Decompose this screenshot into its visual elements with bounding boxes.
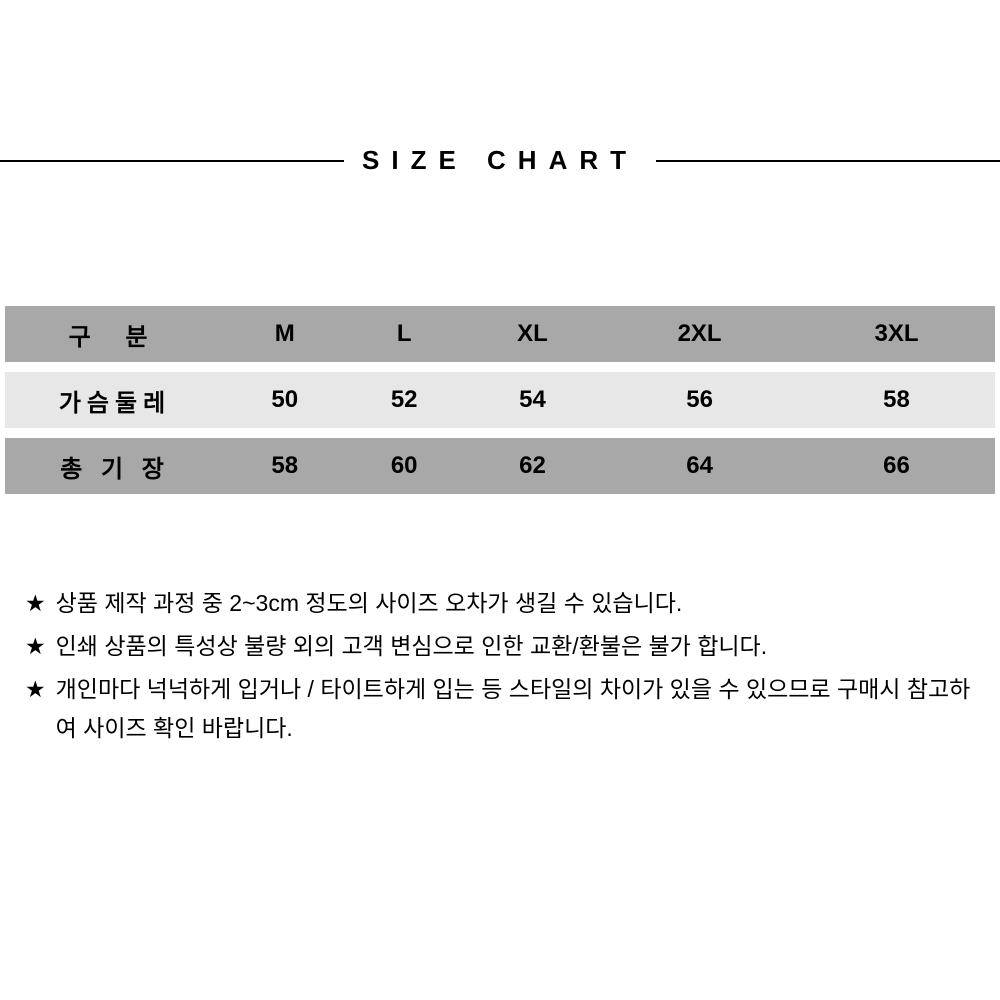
header-size: XL bbox=[464, 306, 601, 362]
cell: 50 bbox=[225, 372, 344, 428]
row-label: 가슴둘레 bbox=[5, 372, 225, 428]
divider-right bbox=[656, 160, 1000, 162]
row-label: 총 기 장 bbox=[5, 438, 225, 494]
header-size: M bbox=[225, 306, 344, 362]
table-row: 총 기 장 58 60 62 64 66 bbox=[5, 438, 995, 494]
table-row: 가슴둘레 50 52 54 56 58 bbox=[5, 372, 995, 428]
row-gap bbox=[5, 362, 995, 372]
cell: 54 bbox=[464, 372, 601, 428]
cell: 56 bbox=[601, 372, 798, 428]
page-title: SIZE CHART bbox=[344, 145, 656, 176]
cell: 58 bbox=[225, 438, 344, 494]
note-item: ★ 개인마다 넉넉하게 입거나 / 타이트하게 입는 등 스타일의 차이가 있을… bbox=[25, 670, 975, 748]
header-label: 구 분 bbox=[5, 306, 225, 362]
star-icon: ★ bbox=[25, 627, 46, 666]
cell: 66 bbox=[798, 438, 995, 494]
cell: 60 bbox=[344, 438, 463, 494]
row-gap bbox=[5, 428, 995, 438]
star-icon: ★ bbox=[25, 670, 46, 748]
title-row: SIZE CHART bbox=[0, 0, 1000, 196]
note-text: 개인마다 넉넉하게 입거나 / 타이트하게 입는 등 스타일의 차이가 있을 수… bbox=[56, 670, 975, 748]
note-item: ★ 상품 제작 과정 중 2~3cm 정도의 사이즈 오차가 생길 수 있습니다… bbox=[25, 584, 975, 623]
note-item: ★ 인쇄 상품의 특성상 불량 외의 고객 변심으로 인한 교환/환불은 불가 … bbox=[25, 627, 975, 666]
header-size: L bbox=[344, 306, 463, 362]
cell: 58 bbox=[798, 372, 995, 428]
note-text: 상품 제작 과정 중 2~3cm 정도의 사이즈 오차가 생길 수 있습니다. bbox=[56, 584, 975, 623]
cell: 52 bbox=[344, 372, 463, 428]
cell: 64 bbox=[601, 438, 798, 494]
size-chart-table: 구 분 M L XL 2XL 3XL 가슴둘레 50 52 54 56 58 총… bbox=[5, 306, 995, 494]
note-text: 인쇄 상품의 특성상 불량 외의 고객 변심으로 인한 교환/환불은 불가 합니… bbox=[56, 627, 975, 666]
star-icon: ★ bbox=[25, 584, 46, 623]
header-size: 2XL bbox=[601, 306, 798, 362]
divider-left bbox=[0, 160, 344, 162]
header-size: 3XL bbox=[798, 306, 995, 362]
cell: 62 bbox=[464, 438, 601, 494]
notes-section: ★ 상품 제작 과정 중 2~3cm 정도의 사이즈 오차가 생길 수 있습니다… bbox=[25, 584, 975, 748]
table-header-row: 구 분 M L XL 2XL 3XL bbox=[5, 306, 995, 362]
